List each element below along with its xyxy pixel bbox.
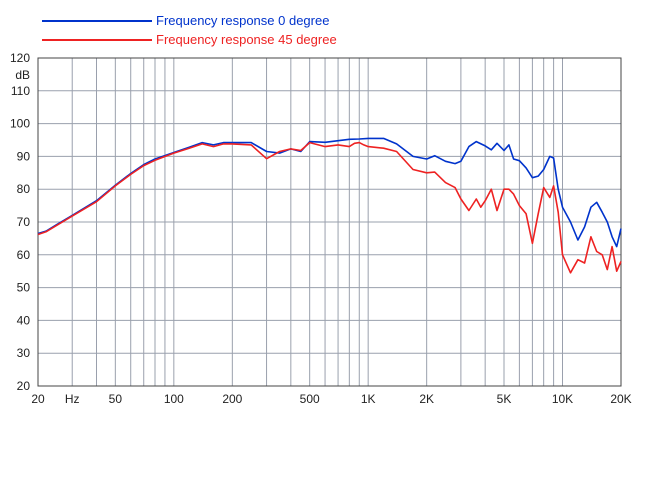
plot-grid <box>38 58 621 386</box>
x-tick-label: 100 <box>164 392 184 406</box>
x-tick-label: 50 <box>109 392 123 406</box>
y-tick-label: 30 <box>17 346 31 360</box>
x-tick-label: 500 <box>300 392 320 406</box>
y-tick-label: 50 <box>17 281 31 295</box>
x-axis-ticks: 20 Hz 50 100 200 500 1K 2K 5K 10K 20K <box>31 392 631 406</box>
y-tick-label: 120 <box>10 51 30 65</box>
y-tick-label: 20 <box>17 379 31 393</box>
x-tick-label: 20 <box>31 392 45 406</box>
x-tick-label: 20K <box>610 392 631 406</box>
series-line-45-degree <box>37 141 622 274</box>
y-unit-label: dB <box>15 68 30 82</box>
legend: Frequency response 0 degree Frequency re… <box>42 13 337 47</box>
y-tick-label: 70 <box>17 215 31 229</box>
x-tick-label: 2K <box>419 392 434 406</box>
y-tick-label: 90 <box>17 149 31 163</box>
y-axis-ticks: 20 30 40 50 60 70 80 90 100 110 120 <box>10 51 30 393</box>
x-tick-label: 5K <box>497 392 512 406</box>
y-tick-label: 60 <box>17 248 31 262</box>
y-tick-label: 110 <box>11 84 30 98</box>
plot-frame <box>37 57 622 387</box>
x-tick-label: Hz <box>65 392 80 406</box>
legend-label-45-degree: Frequency response 45 degree <box>156 32 337 47</box>
y-tick-label: 80 <box>17 182 31 196</box>
x-tick-label: 1K <box>361 392 376 406</box>
y-tick-label: 40 <box>17 313 31 327</box>
x-tick-label: 10K <box>552 392 573 406</box>
legend-label-0-degree: Frequency response 0 degree <box>156 13 329 28</box>
series-lines <box>37 137 622 274</box>
x-tick-label: 200 <box>222 392 242 406</box>
series-line-0-degree <box>37 137 622 248</box>
y-tick-label: 100 <box>10 117 30 131</box>
